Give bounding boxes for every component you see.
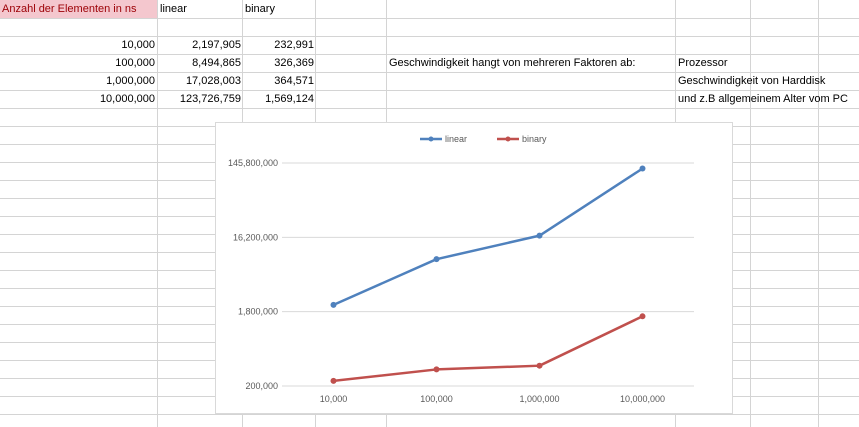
x-tick-label: 10,000 (320, 394, 348, 404)
cell-linear-2[interactable]: 8,494,865 (192, 57, 241, 69)
cell-n-4[interactable]: 10,000,000 (99, 93, 155, 105)
header-cell-linear[interactable]: linear (160, 3, 187, 15)
legend-marker-binary (505, 136, 511, 142)
cell-n-3[interactable]: 1,000,000 (106, 75, 155, 87)
cell-binary-2[interactable]: 326,369 (274, 57, 314, 69)
data-point-linear (433, 256, 440, 263)
data-point-binary (536, 362, 543, 369)
y-tick-label: 145,800,000 (228, 158, 278, 168)
x-tick-label: 1,000,000 (519, 394, 559, 404)
line-chart[interactable]: 200,000 1,800,000 16,200,000 145,800,000 10,… (215, 122, 733, 414)
cell-n-1[interactable]: 10,000 (121, 39, 155, 51)
data-point-binary (330, 377, 337, 384)
note-item-processor[interactable]: Prozessor (678, 57, 728, 69)
cell-binary-1[interactable]: 232,991 (274, 39, 314, 51)
data-point-linear (536, 232, 543, 239)
note-label[interactable]: Geschwindigkeit hangt von mehreren Fakto… (389, 57, 636, 69)
y-tick-label: 16,200,000 (233, 232, 278, 242)
chart-plot: 200,000 1,800,000 16,200,000 145,800,000 10,… (228, 134, 694, 404)
data-point-linear (330, 301, 337, 308)
y-tick-label: 200,000 (245, 381, 278, 391)
cell-binary-4[interactable]: 1,569,124 (265, 93, 314, 105)
header-cell-binary[interactable]: binary (245, 3, 275, 15)
header-cell-elements[interactable]: Anzahl der Elementen in ns (0, 0, 157, 18)
cell-n-2[interactable]: 100,000 (115, 57, 155, 69)
data-point-binary (639, 313, 646, 320)
cell-linear-3[interactable]: 17,028,003 (185, 75, 241, 87)
legend-label-binary: binary (522, 134, 547, 144)
series-line-linear (332, 167, 644, 307)
data-point-linear (639, 165, 646, 172)
legend-marker-linear (428, 136, 434, 142)
x-tick-label: 10,000,000 (620, 394, 665, 404)
y-tick-label: 1,800,000 (238, 307, 278, 317)
series-line-binary (333, 315, 644, 383)
note-item-harddisk[interactable]: Geschwindigkeit von Harddisk (678, 75, 826, 87)
x-tick-label: 100,000 (420, 394, 453, 404)
cell-binary-3[interactable]: 364,571 (274, 75, 314, 87)
cell-linear-4[interactable]: 123,726,759 (179, 93, 241, 105)
cell-linear-1[interactable]: 2,197,905 (192, 39, 241, 51)
data-point-binary (433, 366, 440, 373)
legend-label-linear: linear (445, 134, 467, 144)
note-item-age[interactable]: und z.B allgemeinem Alter vom PC (678, 93, 848, 105)
